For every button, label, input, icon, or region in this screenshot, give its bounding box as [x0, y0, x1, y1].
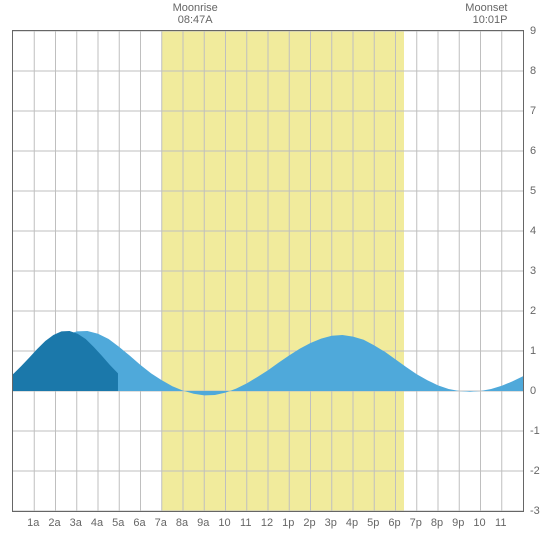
y-tick-label: 7	[530, 105, 536, 117]
plot-svg	[13, 31, 523, 511]
y-tick-label: 1	[530, 345, 536, 357]
moonrise-label: Moonrise 08:47A	[173, 2, 218, 26]
y-tick-label: 5	[530, 185, 536, 197]
x-tick-label: 11	[240, 517, 251, 529]
x-tick-label: 3a	[70, 517, 83, 529]
y-tick-label: 4	[530, 225, 536, 237]
plot-area	[12, 30, 524, 512]
x-tick-label: 4p	[346, 517, 358, 529]
tide-chart: Moonrise 08:47A Moonset 10:01P 1a 2a 3a 4a 5…	[0, 0, 550, 550]
moonset-title: Moonset	[465, 2, 507, 14]
y-tick-label: 0	[530, 385, 536, 397]
y-tick-label: 6	[530, 145, 536, 157]
y-tick-label: -3	[530, 505, 540, 517]
x-tick-label: 5a	[112, 517, 125, 529]
x-tick-label: 8a	[176, 517, 189, 529]
y-tick-label: 9	[530, 25, 536, 37]
x-tick-label: 5p	[367, 517, 379, 529]
x-tick-label: 9p	[452, 517, 464, 529]
x-tick-label: 8p	[431, 517, 443, 529]
x-tick-label: 6p	[388, 517, 400, 529]
moonset-label: Moonset 10:01P	[465, 2, 507, 26]
x-tick-label: 12	[261, 517, 273, 529]
x-tick-label: 10	[473, 517, 485, 529]
grid	[13, 31, 523, 511]
moonrise-title: Moonrise	[173, 2, 218, 14]
x-tick-label: 7p	[410, 517, 422, 529]
x-tick-label: 3p	[325, 517, 337, 529]
x-tick-label: 2p	[303, 517, 315, 529]
x-tick-label: 4a	[91, 517, 104, 529]
moonset-time: 10:01P	[465, 14, 507, 26]
moonrise-time: 08:47A	[173, 14, 218, 26]
x-tick-label: 2a	[48, 517, 61, 529]
x-tick-label: 7a	[155, 517, 168, 529]
x-tick-label: 1a	[27, 517, 40, 529]
x-tick-label: 9a	[197, 517, 210, 529]
y-tick-label: -2	[530, 465, 540, 477]
y-tick-label: 3	[530, 265, 536, 277]
x-tick-label: 6a	[133, 517, 146, 529]
x-tick-label: 11	[495, 517, 506, 529]
x-tick-label: 10	[218, 517, 230, 529]
x-tick-label: 1p	[282, 517, 294, 529]
y-tick-label: 2	[530, 305, 536, 317]
y-tick-label: -1	[530, 425, 540, 437]
y-tick-label: 8	[530, 65, 536, 77]
